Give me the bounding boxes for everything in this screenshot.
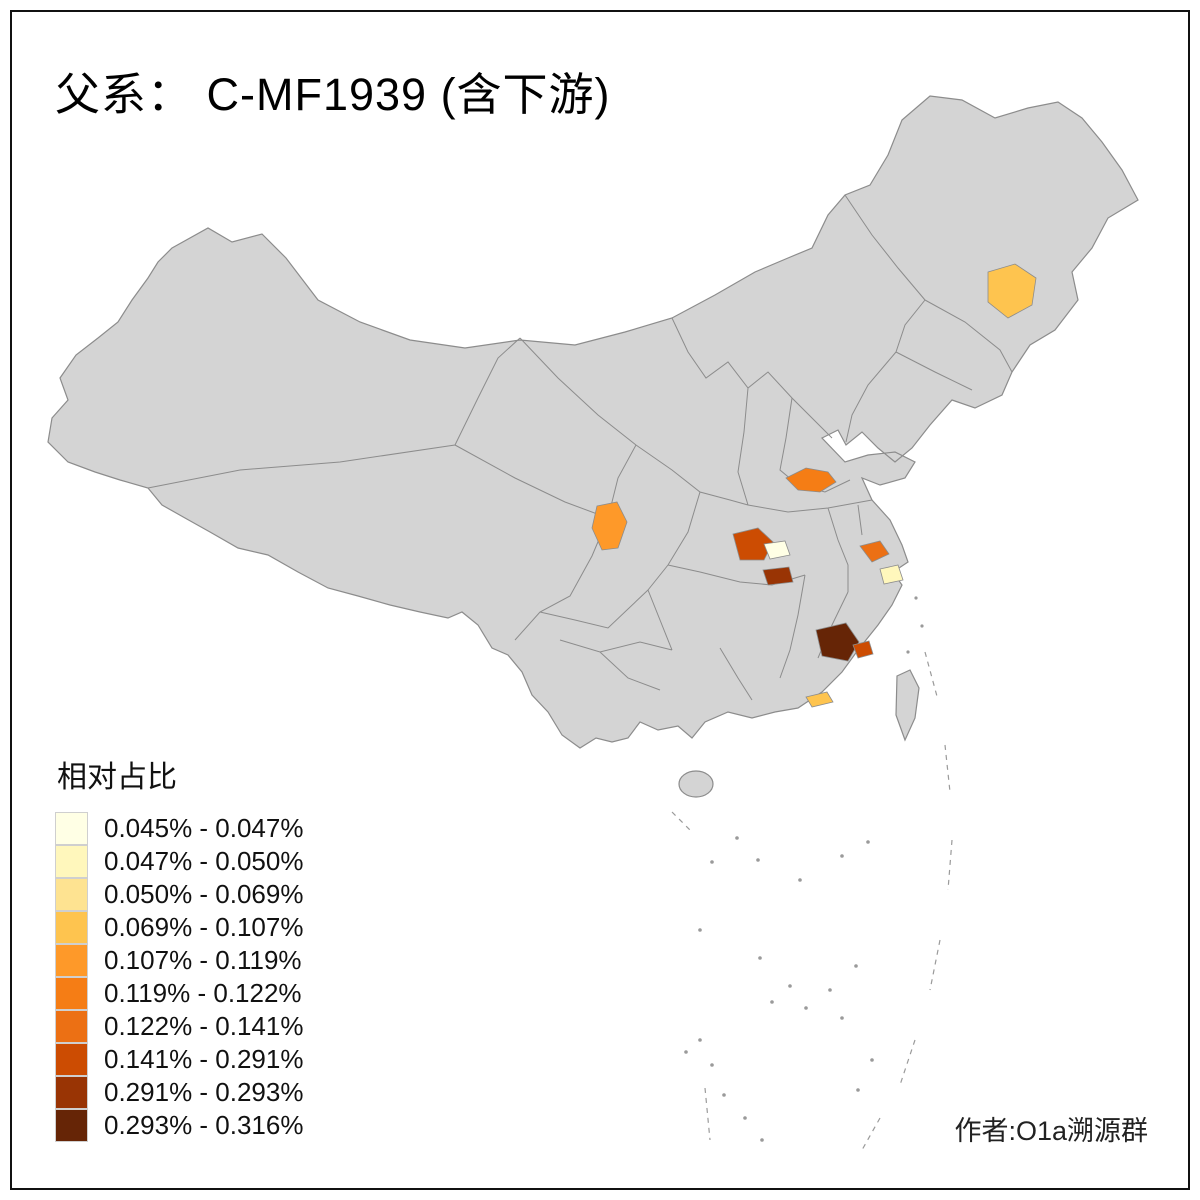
page-title: 父系： C-MF1939 (含下游) xyxy=(55,69,611,120)
highlight-region-northeast xyxy=(987,263,1037,319)
highlight-region-south-coast xyxy=(805,691,834,708)
legend-title: 相对占比 xyxy=(57,761,177,794)
south-china-sea-islands xyxy=(684,596,924,1142)
legend-swatch xyxy=(55,845,88,878)
highlight-region-southeast-brown xyxy=(852,640,874,659)
hainan-island xyxy=(678,770,714,798)
highlight-region-central-north xyxy=(785,467,837,493)
legend-item: 0.122% - 0.141% xyxy=(55,1010,303,1043)
map-legend: 相对占比 0.045% - 0.047% 0.047% - 0.050% 0.0… xyxy=(55,752,303,1142)
legend-item: 0.050% - 0.069% xyxy=(55,878,303,911)
legend-label: 0.069% - 0.107% xyxy=(104,912,304,942)
author-credit: 作者:O1a溯源群 xyxy=(954,1116,1148,1146)
legend-swatch xyxy=(55,1010,88,1043)
legend-swatch xyxy=(55,1076,88,1109)
legend-swatch xyxy=(55,1043,88,1076)
sea-boundary-dashes xyxy=(671,651,953,1151)
legend-item: 0.045% - 0.047% xyxy=(55,812,303,845)
legend-swatch xyxy=(55,977,88,1010)
legend-item: 0.141% - 0.291% xyxy=(55,1043,303,1076)
highlight-region-southeast-dark xyxy=(815,622,860,662)
highlight-region-sichuan xyxy=(591,501,628,551)
legend-item: 0.119% - 0.122% xyxy=(55,977,303,1010)
highlight-regions xyxy=(591,263,1037,708)
legend-swatch xyxy=(55,944,88,977)
legend-item: 0.107% - 0.119% xyxy=(55,944,303,977)
legend-label: 0.293% - 0.316% xyxy=(104,1110,304,1140)
legend-label: 0.050% - 0.069% xyxy=(104,879,304,909)
province-borders xyxy=(147,194,1013,701)
legend-item: 0.291% - 0.293% xyxy=(55,1076,303,1109)
taiwan-island xyxy=(895,669,920,742)
legend-label: 0.291% - 0.293% xyxy=(104,1077,304,1107)
highlight-region-hubei-cream xyxy=(763,540,791,560)
legend-label: 0.045% - 0.047% xyxy=(104,813,304,843)
legend-item: 0.293% - 0.316% xyxy=(55,1109,303,1142)
legend-item: 0.047% - 0.050% xyxy=(55,845,303,878)
highlight-region-south-hubei xyxy=(762,566,794,586)
legend-label: 0.047% - 0.050% xyxy=(104,846,304,876)
legend-label: 0.107% - 0.119% xyxy=(104,945,302,975)
legend-swatch xyxy=(55,1109,88,1142)
legend-label: 0.141% - 0.291% xyxy=(104,1044,304,1074)
highlight-region-east-coast-orange xyxy=(859,540,890,563)
legend-swatch xyxy=(55,812,88,845)
legend-label: 0.122% - 0.141% xyxy=(104,1011,304,1041)
highlight-region-east-coast-cream xyxy=(879,564,904,585)
legend-label: 0.119% - 0.122% xyxy=(104,978,302,1008)
legend-swatch xyxy=(55,878,88,911)
china-landmass xyxy=(47,95,1139,749)
legend-swatch xyxy=(55,911,88,944)
legend-item: 0.069% - 0.107% xyxy=(55,911,303,944)
